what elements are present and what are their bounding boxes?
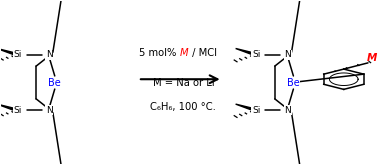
Text: C₆H₆, 100 °C.: C₆H₆, 100 °C. (150, 102, 216, 112)
Polygon shape (235, 49, 257, 56)
Text: Be: Be (287, 78, 300, 87)
Polygon shape (0, 104, 19, 111)
Text: Si: Si (252, 106, 260, 115)
Text: M: M (367, 53, 377, 63)
Text: M = Na or Li: M = Na or Li (153, 78, 214, 87)
Text: Be: Be (48, 78, 61, 87)
Text: N: N (46, 50, 53, 59)
Text: N: N (284, 106, 291, 115)
Text: 5 mol%: 5 mol% (139, 48, 180, 58)
Text: M: M (180, 48, 188, 58)
Text: N: N (46, 106, 53, 115)
Polygon shape (235, 104, 257, 111)
Text: N: N (284, 50, 291, 59)
Text: Si: Si (13, 106, 22, 115)
Text: Si: Si (13, 50, 22, 59)
Text: / MCl: / MCl (189, 48, 217, 58)
Polygon shape (0, 49, 19, 56)
Text: Si: Si (252, 50, 260, 59)
